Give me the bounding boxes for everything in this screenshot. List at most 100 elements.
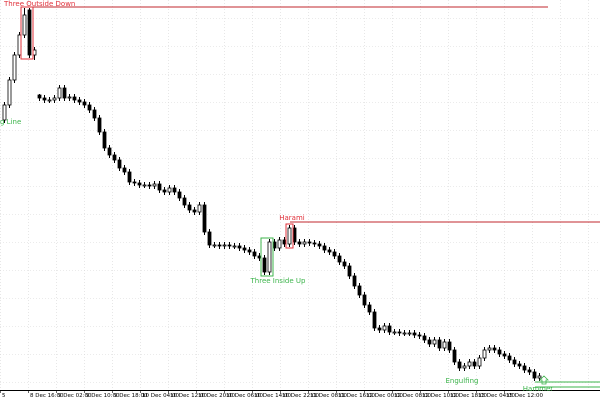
candle-body (252, 251, 257, 257)
candle-body (177, 191, 182, 199)
x-tick-label: 9 Dec 18:00 (114, 393, 148, 399)
candle-body (77, 99, 82, 103)
candle-body (232, 245, 237, 248)
plot (2, 6, 600, 388)
candle-body (237, 245, 242, 249)
candle-body (437, 339, 442, 349)
x-tick-label: 9 Dec 10:00 (86, 393, 120, 399)
candle-body (227, 244, 232, 247)
candle-body (467, 361, 472, 367)
candle-body (72, 96, 77, 101)
candle-body (407, 332, 412, 335)
x-tick-label: 11 Dec 08:00 (310, 393, 347, 399)
candle-body (187, 204, 192, 211)
candle-body (367, 304, 372, 313)
candle-body (502, 353, 507, 357)
candle-body (2, 104, 7, 121)
candle-body (172, 187, 177, 193)
candle-body (182, 197, 187, 206)
x-tick-label: 10 Dec 06:00 (226, 393, 263, 399)
candle-body (132, 181, 137, 184)
candle-body (377, 327, 382, 331)
candle-body (482, 349, 487, 359)
candle-body (412, 332, 417, 336)
candle-body (532, 371, 537, 379)
x-tick-label: 5 (2, 393, 6, 399)
candle-body (267, 241, 272, 273)
candle-body (527, 369, 532, 373)
candle-body (152, 183, 157, 187)
candle-body (322, 245, 327, 251)
candle-body (37, 94, 42, 99)
candle-body (352, 275, 357, 287)
candle-body (277, 239, 282, 249)
candle-body (192, 209, 197, 213)
candle-body (347, 265, 352, 277)
candle-body (307, 241, 312, 244)
candle-body (217, 244, 222, 247)
x-tick-label: 10 Dec 20:00 (198, 393, 235, 399)
candle-body (102, 131, 107, 149)
candle-body (212, 244, 217, 247)
candle-body (202, 204, 207, 233)
x-tick-label: 15 Dec 12:00 (506, 393, 543, 399)
x-tick-label: 13 Dec 04:00 (478, 393, 515, 399)
candle-body (67, 96, 72, 99)
candle-body (112, 154, 117, 161)
candle-body (167, 187, 172, 193)
pattern-label: Three Inside Up (250, 277, 306, 285)
candle-body (57, 87, 62, 99)
pattern-box (20, 6, 34, 60)
x-tick-label: 9 Dec 02:00 (58, 393, 92, 399)
x-tick-label: 10 Dec 12:00 (170, 393, 207, 399)
candle-body (402, 332, 407, 335)
candle-body (197, 204, 202, 213)
candle-body (507, 355, 512, 361)
x-tick-label: 10 Dec 14:00 (254, 393, 291, 399)
candle-body (262, 257, 267, 273)
candle-body (62, 87, 67, 99)
x-tick-label: 11 Dec 16:00 (338, 393, 375, 399)
candle-body (27, 9, 32, 56)
candle-body (162, 189, 167, 193)
candle-body (447, 341, 452, 351)
candle-body (432, 339, 437, 345)
candle-body (312, 242, 317, 245)
candle-body (492, 347, 497, 351)
pattern-box (285, 223, 294, 249)
candle-body (122, 167, 127, 173)
candle-body (317, 243, 322, 247)
candle-body (522, 365, 527, 371)
candle-body (22, 14, 27, 36)
candle-body (327, 249, 332, 253)
pattern-label: Three Outside Down (3, 0, 75, 8)
candle-body (477, 357, 482, 367)
candle-body (382, 325, 387, 331)
candle-body (87, 104, 92, 111)
x-tick-label: 12 Dec 10:00 (422, 393, 459, 399)
candle-body (427, 339, 432, 345)
candle-body (42, 97, 47, 101)
x-tick-label: 10 Dec 04:00 (142, 393, 179, 399)
candle-body (82, 101, 87, 106)
candle-body (457, 361, 462, 369)
candle-body (107, 147, 112, 156)
candle-body (442, 341, 447, 349)
candle-body (297, 241, 302, 245)
candle-body (302, 241, 307, 245)
candle-body (247, 249, 252, 253)
candle-body (357, 285, 362, 296)
pattern-label: Hammer (523, 385, 553, 393)
pattern-label: Harami (279, 214, 305, 222)
candle-body (372, 311, 377, 329)
candle-body (147, 184, 152, 187)
candle-body (127, 171, 132, 183)
candle-body (537, 375, 542, 379)
candle-body (462, 365, 467, 369)
candle-body (387, 325, 392, 333)
candle-body (287, 227, 292, 245)
candle-body (497, 349, 502, 355)
